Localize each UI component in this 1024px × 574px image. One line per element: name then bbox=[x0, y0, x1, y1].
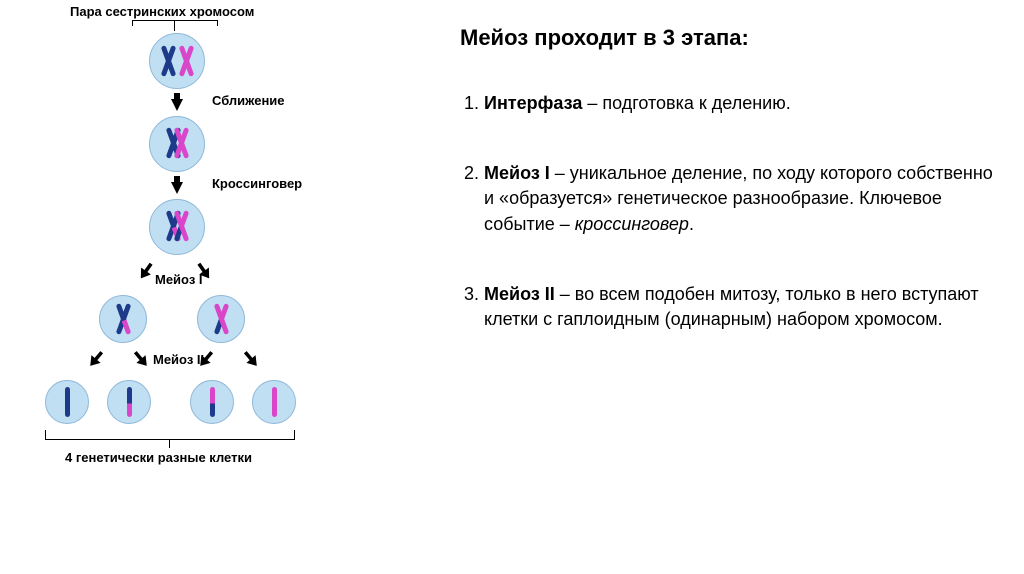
stage-term: Мейоз I bbox=[484, 163, 550, 183]
cell-paired bbox=[149, 116, 205, 172]
stages-list: Интерфаза – подготовка к делению. Мейоз … bbox=[460, 91, 994, 332]
bottom-label: 4 генетически разные клетки bbox=[65, 450, 252, 465]
bottom-bracket bbox=[45, 430, 295, 440]
cell-m2-1 bbox=[45, 380, 89, 424]
arrow-4d bbox=[241, 348, 262, 370]
cell-crossingover bbox=[149, 199, 205, 255]
text-panel: Мейоз проходит в 3 этапа: Интерфаза – по… bbox=[400, 0, 1024, 574]
arrow-4b bbox=[131, 348, 152, 370]
cell-pair bbox=[149, 33, 205, 89]
diagram-title: Пара сестринских хромосом bbox=[70, 4, 254, 19]
stage-after: . bbox=[689, 214, 694, 234]
bracket-top bbox=[174, 20, 175, 31]
arrow-1 bbox=[171, 99, 183, 111]
stage-term: Интерфаза bbox=[484, 93, 582, 113]
cell-m2-2 bbox=[107, 380, 151, 424]
bracket-top-l bbox=[132, 20, 133, 26]
main-title: Мейоз проходит в 3 этапа: bbox=[460, 25, 994, 51]
bottom-bracket-stem bbox=[169, 440, 170, 448]
bracket-top-h bbox=[132, 20, 217, 21]
stage-item-3: Мейоз II – во всем подобен митозу, тольк… bbox=[484, 282, 994, 332]
cell-m1-right bbox=[197, 295, 245, 343]
stage-term: Мейоз II bbox=[484, 284, 555, 304]
stage-item-2: Мейоз I – уникальное деление, по ходу ко… bbox=[484, 161, 994, 237]
arrow-2 bbox=[171, 182, 183, 194]
cell-m1-left bbox=[99, 295, 147, 343]
label-meiosis2: Мейоз II bbox=[153, 352, 204, 367]
stage-rest: – уникальное деление, по ходу которого с… bbox=[484, 163, 993, 233]
cell-m2-3 bbox=[190, 380, 234, 424]
label-crossingover: Кроссинговер bbox=[212, 176, 302, 191]
arrow-3a bbox=[136, 260, 156, 282]
arrow-4a bbox=[86, 348, 107, 370]
stage-item-1: Интерфаза – подготовка к делению. bbox=[484, 91, 994, 116]
label-sblizhenie: Сближение bbox=[212, 93, 285, 108]
bracket-top-r bbox=[217, 20, 218, 26]
diagram-panel: Пара сестринских хромосом Сближение Крос… bbox=[0, 0, 400, 574]
stage-rest: – подготовка к делению. bbox=[582, 93, 790, 113]
stage-rest: – во всем подобен митозу, только в него … bbox=[484, 284, 979, 329]
label-meiosis1: Мейоз I bbox=[155, 272, 203, 287]
cell-m2-4 bbox=[252, 380, 296, 424]
stage-italic: кроссинговер bbox=[575, 214, 689, 234]
